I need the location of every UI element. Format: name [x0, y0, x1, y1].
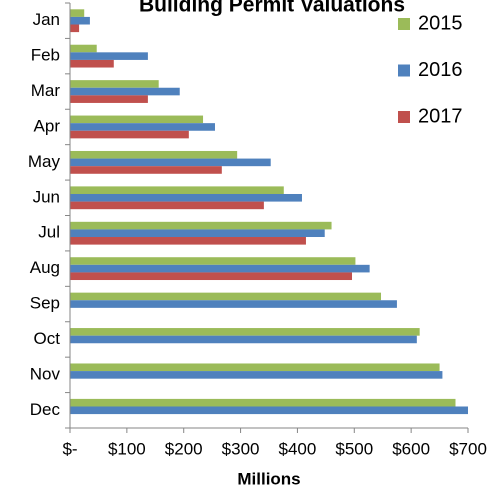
legend-label: 2017	[418, 105, 463, 127]
bar	[70, 150, 238, 159]
bar	[70, 95, 148, 103]
bar	[70, 158, 271, 167]
bar	[70, 16, 90, 25]
y-tick-label: Jun	[33, 187, 60, 206]
bar	[70, 193, 302, 202]
legend-label: 2015	[418, 12, 463, 34]
bar	[70, 300, 397, 308]
x-tick-label: $700	[449, 439, 487, 458]
y-tick-label: Jul	[38, 223, 60, 242]
x-tick-label: $300	[222, 439, 260, 458]
bar	[70, 130, 189, 139]
x-tick-label: $600	[392, 439, 430, 458]
x-axis-label: Millions	[237, 469, 300, 488]
bar	[70, 398, 456, 407]
y-tick-label: Apr	[34, 116, 61, 135]
bar	[70, 237, 306, 245]
bar	[70, 186, 284, 194]
bar	[70, 292, 382, 301]
y-tick-label: Oct	[34, 329, 61, 348]
bar	[70, 264, 370, 273]
bar	[70, 115, 204, 124]
bar	[70, 371, 443, 379]
y-tick-label: May	[28, 152, 61, 171]
bar	[70, 80, 159, 88]
x-tick-label: $200	[165, 439, 203, 458]
legend-swatch	[398, 18, 410, 30]
x-tick-label: $100	[108, 439, 146, 458]
bar	[70, 24, 80, 33]
y-tick-label: Dec	[30, 400, 61, 419]
bar	[70, 59, 114, 68]
bar	[70, 166, 222, 174]
x-tick-label: $-	[62, 439, 77, 458]
legend-swatch	[398, 64, 410, 77]
bar	[70, 229, 325, 238]
y-tick-label: Aug	[30, 258, 60, 277]
bar	[70, 335, 417, 344]
bar	[70, 406, 468, 415]
x-tick-label: $400	[279, 439, 317, 458]
y-tick-label: Feb	[31, 46, 60, 65]
bar	[70, 201, 264, 210]
legend-swatch	[398, 111, 410, 123]
bar	[70, 9, 85, 17]
bar	[70, 363, 440, 372]
y-tick-label: Nov	[30, 364, 61, 383]
bar	[70, 328, 420, 336]
legend-label: 2016	[418, 59, 463, 81]
bar	[70, 87, 180, 96]
x-tick-label: $500	[335, 439, 373, 458]
chart-title: Building Permit Valuations	[139, 0, 405, 17]
bar	[70, 257, 356, 265]
y-tick-label: Sep	[30, 294, 60, 313]
bar	[70, 52, 148, 60]
bar	[70, 272, 353, 281]
bar	[70, 123, 215, 131]
y-tick-label: Mar	[31, 81, 61, 100]
y-tick-label: Jan	[33, 10, 60, 29]
bar	[70, 221, 332, 230]
bar	[70, 44, 97, 53]
